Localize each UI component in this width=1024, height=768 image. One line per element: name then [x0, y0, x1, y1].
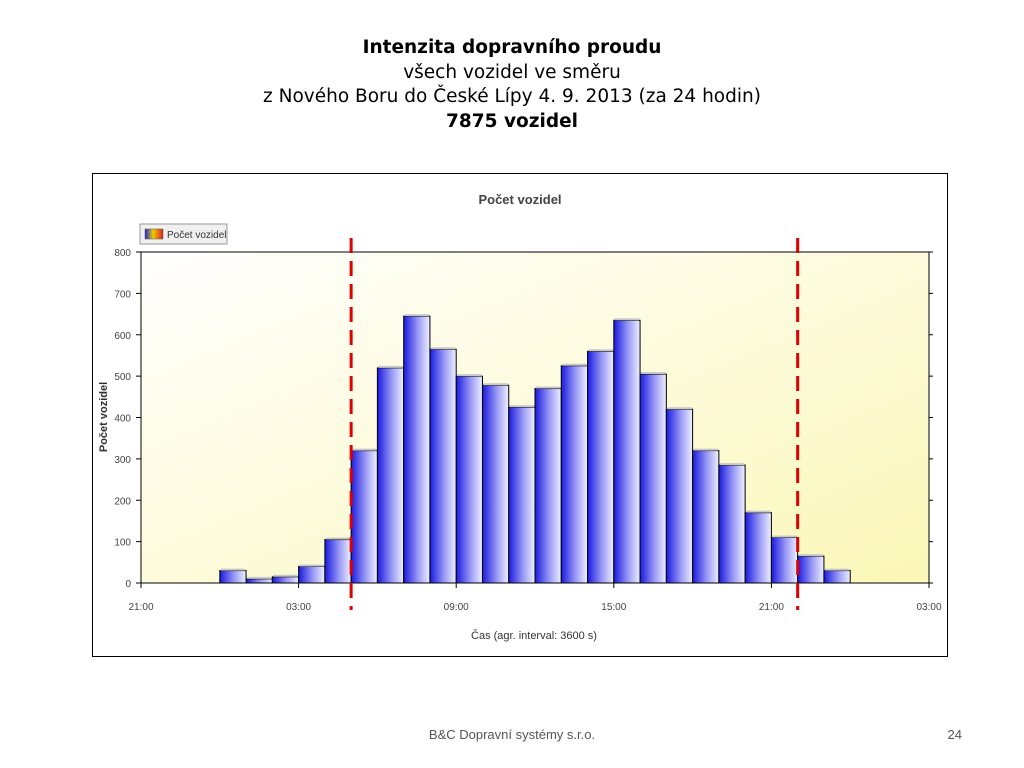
y-axis-title: Počet vozidel — [98, 382, 110, 452]
bar — [245, 578, 273, 584]
chart-title: Počet vozidel — [478, 192, 561, 207]
bar — [560, 365, 589, 584]
vehicle-count-chart: Počet vozidel Počet vozidel 0 100 200 300 40… — [98, 192, 942, 642]
bar — [665, 408, 694, 584]
bar — [271, 576, 300, 584]
y-tick-label: 200 — [114, 496, 131, 507]
bar — [797, 555, 825, 584]
title-line-2: všech vozidel ve směru — [403, 61, 621, 83]
bar — [455, 375, 483, 584]
bar — [403, 315, 431, 584]
bar — [823, 570, 851, 584]
y-tick-label: 800 — [114, 248, 131, 259]
bar — [298, 565, 326, 584]
bar — [770, 536, 799, 584]
bar — [692, 450, 720, 584]
x-axis-title: Čas (agr. interval: 3600 s) — [471, 629, 597, 642]
x-axis: 21:00 03:00 09:00 15:00 21:00 03:00 — [128, 583, 942, 613]
legend-swatch — [144, 228, 164, 240]
bar — [219, 570, 247, 584]
slide-title: Intenzita dopravního proudu všech vozide… — [0, 36, 1024, 134]
x-tick-label: 15:00 — [601, 602, 626, 613]
bar — [429, 348, 457, 584]
title-line-4: 7875 vozidel — [446, 110, 578, 132]
title-line-3: z Nového Boru do České Lípy 4. 9. 2013 (… — [263, 86, 761, 107]
y-tick-label: 700 — [114, 289, 131, 300]
bar-series — [219, 314, 851, 584]
y-tick-label: 0 — [125, 579, 131, 590]
bar — [639, 373, 667, 584]
y-tick-label: 300 — [114, 455, 131, 466]
x-tick-label: 03:00 — [286, 602, 311, 613]
footer-company: B&C Dopravní systémy s.r.o. — [428, 727, 596, 742]
page-number: 24 — [947, 727, 962, 742]
y-tick-label: 500 — [114, 372, 131, 383]
bar — [587, 350, 615, 584]
x-tick-label: 03:00 — [916, 602, 941, 613]
bar — [744, 512, 772, 584]
bar — [324, 539, 352, 584]
bar — [718, 464, 746, 584]
bar — [481, 384, 510, 584]
bar — [613, 319, 641, 584]
y-axis: 0 100 200 300 400 500 600 700 800 — [114, 248, 933, 590]
bar — [508, 406, 536, 584]
bar — [534, 388, 562, 584]
bar — [350, 450, 378, 584]
legend-label: Počet vozidel — [167, 230, 226, 241]
x-tick-label: 21:00 — [759, 602, 784, 613]
y-tick-label: 100 — [114, 538, 131, 549]
legend: Počet vozidel — [139, 223, 228, 245]
x-tick-label: 21:00 — [128, 602, 153, 613]
y-tick-label: 400 — [114, 414, 131, 425]
bar — [376, 367, 405, 584]
y-tick-label: 600 — [114, 331, 131, 342]
chart-frame: Počet vozidel Počet vozidel 0 100 200 300 40… — [92, 173, 948, 657]
separator-lines — [349, 238, 800, 610]
x-tick-label: 09:00 — [444, 602, 469, 613]
title-line-1: Intenzita dopravního proudu — [362, 37, 662, 58]
